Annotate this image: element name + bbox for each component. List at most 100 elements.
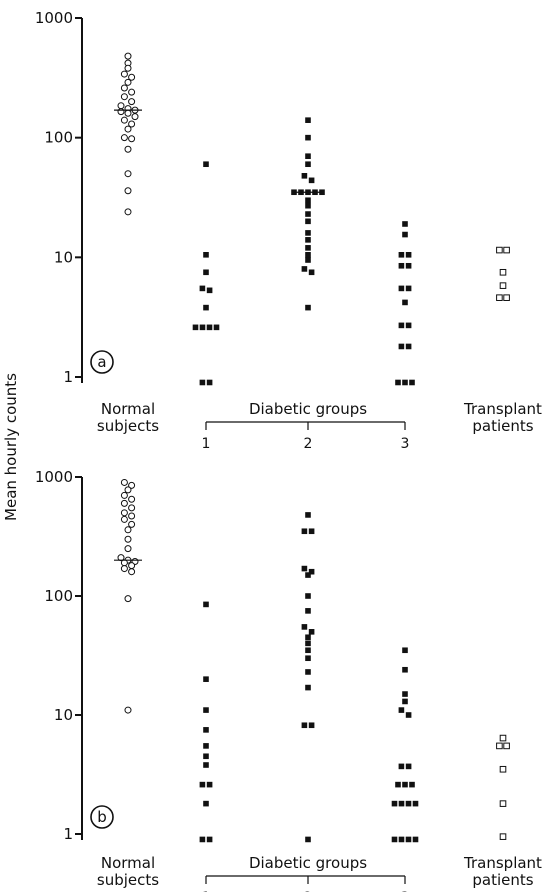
data-point <box>402 379 408 386</box>
group-number: 3 <box>401 436 410 452</box>
data-point <box>305 153 311 160</box>
data-point <box>301 173 308 179</box>
data-point <box>203 727 209 733</box>
data-point <box>305 304 311 311</box>
category-label: subjects <box>97 417 159 435</box>
data-point <box>117 102 125 110</box>
data-point <box>305 655 311 662</box>
data-point <box>499 765 507 773</box>
category-label: Transplant <box>463 854 542 872</box>
data-point <box>128 98 136 106</box>
data-point <box>305 230 311 236</box>
data-point <box>199 836 206 843</box>
data-point <box>128 520 136 528</box>
data-point <box>305 245 311 251</box>
data-point <box>206 324 213 331</box>
data-point <box>305 593 311 599</box>
panel-letter: b <box>97 808 107 826</box>
data-point <box>301 528 308 535</box>
data-point <box>120 515 128 523</box>
data-point <box>409 379 415 386</box>
data-point <box>405 262 412 269</box>
data-point <box>128 512 136 520</box>
data-point <box>405 712 412 718</box>
data-point <box>301 565 308 572</box>
data-point <box>203 161 209 168</box>
data-point <box>499 268 507 276</box>
data-point <box>308 568 315 575</box>
data-point <box>301 722 308 729</box>
data-point <box>398 285 405 292</box>
data-point <box>128 568 136 576</box>
y-tick-label: 10 <box>54 706 73 724</box>
data-point <box>305 202 311 209</box>
data-point <box>120 116 128 124</box>
data-point <box>120 478 128 486</box>
panel-letter-circle <box>90 350 114 374</box>
data-point <box>124 526 132 534</box>
data-point <box>305 161 311 168</box>
group-number: 2 <box>304 436 313 452</box>
data-point <box>499 833 507 840</box>
data-point <box>120 93 128 101</box>
data-point <box>412 836 419 843</box>
data-point <box>402 299 408 306</box>
data-point <box>496 742 503 750</box>
data-point <box>305 251 311 258</box>
data-point <box>128 88 136 96</box>
data-point <box>120 84 128 92</box>
data-point <box>499 800 507 807</box>
data-point <box>308 629 315 635</box>
data-point <box>124 208 132 216</box>
data-point <box>405 251 412 258</box>
data-point <box>503 742 510 750</box>
data-point <box>203 269 209 276</box>
data-point <box>305 640 311 647</box>
data-point <box>124 595 132 603</box>
data-point <box>405 836 412 843</box>
data-point <box>124 187 132 195</box>
group-number: 1 <box>202 436 211 452</box>
data-point <box>496 246 503 254</box>
category-label: Normal <box>101 400 155 418</box>
group-heading: Diabetic groups <box>249 854 367 872</box>
data-point <box>124 486 132 494</box>
panel-letter-circle <box>90 805 114 829</box>
data-point <box>412 800 419 807</box>
data-point <box>124 170 132 178</box>
y-tick-label: 1 <box>63 825 73 843</box>
data-point <box>308 722 315 729</box>
data-point <box>128 120 136 128</box>
data-point <box>120 70 128 78</box>
data-point <box>405 285 412 292</box>
data-point <box>199 285 206 292</box>
data-point <box>391 836 398 843</box>
panel-letter: a <box>97 353 106 371</box>
data-point <box>305 237 311 243</box>
data-point <box>199 379 206 386</box>
data-point <box>398 707 405 713</box>
y-tick-label: 1000 <box>35 9 73 27</box>
data-point <box>405 322 412 329</box>
data-point <box>398 262 405 269</box>
data-point <box>395 379 401 386</box>
data-point <box>305 257 311 263</box>
data-point <box>305 634 311 641</box>
data-point <box>213 324 220 331</box>
data-point <box>305 134 311 141</box>
data-point <box>398 251 405 258</box>
data-point <box>120 499 128 507</box>
data-point <box>405 763 412 770</box>
data-point <box>203 304 209 311</box>
group-number: 1 <box>202 890 211 892</box>
data-point <box>203 743 209 749</box>
data-point <box>503 246 510 254</box>
data-point <box>402 647 408 654</box>
data-point <box>402 781 408 788</box>
data-point <box>402 666 408 673</box>
data-point <box>120 134 128 142</box>
data-point <box>305 117 311 123</box>
data-point <box>305 647 311 654</box>
